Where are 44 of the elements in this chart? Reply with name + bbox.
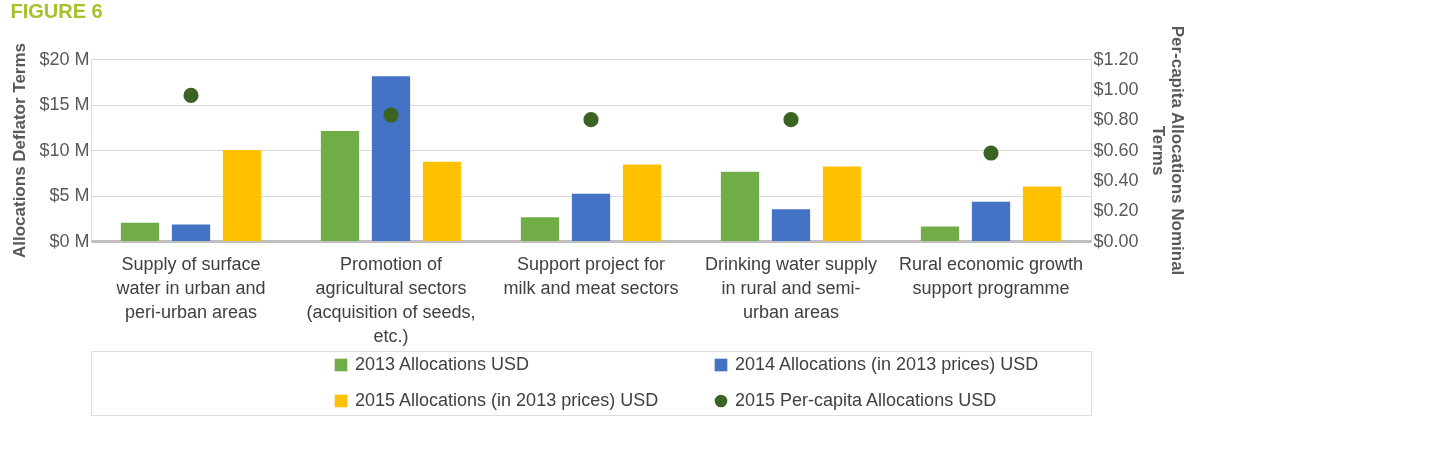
bar — [771, 209, 811, 241]
bar — [120, 222, 160, 241]
x-tick-label: Support project for milk and meat sectors — [503, 253, 679, 298]
y2-tick-label: $0.40 — [1093, 169, 1139, 190]
y-tick-label: $5 M — [49, 185, 90, 205]
legend-label: 2014 Allocations (in 2013 prices) USD — [735, 354, 1039, 374]
x-tick-label: Supply of surface water in urban and peri-urban areas — [115, 253, 266, 322]
legend-label: 2015 Allocations (in 2013 prices) USD — [355, 390, 659, 410]
bar — [720, 171, 760, 241]
x-tick-label: Promotion of agricultural sectors (acquisition of seeds, etc.) — [306, 253, 476, 346]
bar — [320, 130, 360, 241]
bar — [422, 161, 462, 241]
y-axis-title: Allocations Deflator Terms — [10, 42, 30, 259]
bar — [571, 193, 611, 241]
y2-tick-label: $0.80 — [1093, 109, 1139, 130]
legend-label: 2015 Per-capita Allocations USD — [735, 390, 997, 410]
point — [383, 107, 399, 123]
y2-tick-label: $0.20 — [1093, 200, 1139, 221]
bar — [920, 226, 960, 241]
x-tick-label: Drinking water supply in rural and semi-urban areas — [704, 253, 878, 322]
y2-tick-label: $0.00 — [1093, 230, 1139, 251]
legend-label: 2013 Allocations USD — [355, 354, 530, 374]
chart-title: FIGURE 6 — [10, 0, 103, 23]
point — [583, 112, 599, 128]
point — [783, 112, 799, 128]
bar — [1022, 186, 1062, 241]
y2-axis-title: Per-capita Allocations Nominal Terms — [1148, 25, 1187, 276]
bar — [371, 76, 411, 241]
point — [983, 145, 999, 161]
bar — [222, 150, 262, 241]
bar — [822, 166, 862, 241]
y2-tick-label: $0.60 — [1093, 139, 1139, 160]
bar — [622, 164, 662, 241]
point — [183, 87, 199, 103]
y2-tick-label: $1.00 — [1093, 78, 1139, 99]
y-tick-label: $15 M — [39, 94, 90, 114]
y2-tick-label: $1.20 — [1093, 48, 1139, 69]
bar — [971, 201, 1011, 241]
bar — [171, 224, 211, 241]
bar — [520, 217, 560, 241]
x-tick-label: Rural economic growth support programme — [898, 253, 1084, 298]
y-tick-label: $10 M — [39, 139, 90, 160]
y-tick-label: $20 M — [39, 48, 90, 69]
y-tick-label: $0 M — [49, 230, 90, 251]
